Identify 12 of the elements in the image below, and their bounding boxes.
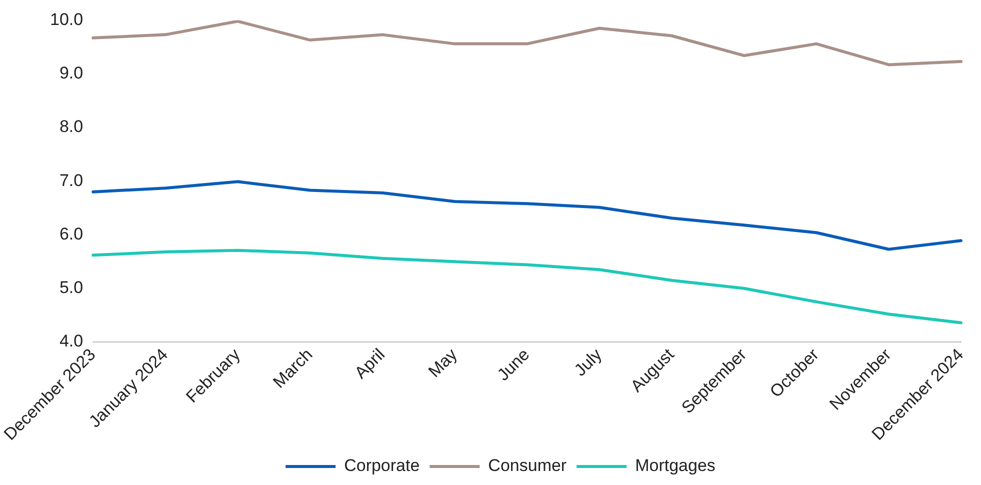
y-tick-label: 4.0 — [59, 332, 84, 351]
x-tick-label: July — [570, 344, 606, 380]
legend-label: Mortgages — [635, 456, 716, 476]
y-tick-label: 7.0 — [59, 170, 84, 190]
y-tick-label: 9.0 — [59, 64, 84, 83]
legend-label: Corporate — [344, 456, 420, 476]
y-tick-label: 6.0 — [59, 224, 84, 244]
legend-label: Consumer — [488, 456, 567, 476]
y-tick-label: 10.0 — [50, 10, 84, 29]
y-tick-label: 8.0 — [59, 117, 84, 136]
y-tick-label: 5.0 — [59, 278, 84, 298]
x-tick-label: May — [424, 344, 462, 382]
